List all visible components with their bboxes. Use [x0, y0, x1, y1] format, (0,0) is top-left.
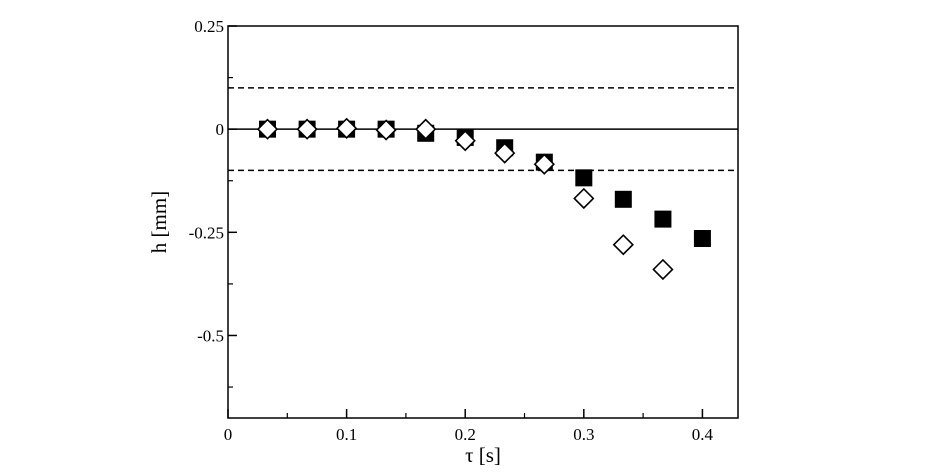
axis-ticks: 0 0.1 0.2 0.3 0.4 -0.5 -0.25 0 0.25: [189, 17, 714, 444]
series-2-point: [533, 153, 555, 175]
x-tick-label: 0.2: [455, 425, 476, 444]
y-tick-label: -0.25: [189, 223, 224, 242]
series-2-point: [652, 258, 674, 281]
series-1-point: [654, 210, 672, 228]
series-2-point: [375, 119, 397, 141]
series-2-point: [256, 118, 279, 140]
series-2-point: [494, 142, 516, 164]
x-tick-label: 0.4: [692, 425, 714, 444]
series-2-point: [573, 187, 595, 210]
series-2-point: [612, 234, 634, 256]
x-tick-label: 0.3: [573, 425, 594, 444]
series-1-point: [693, 230, 711, 248]
y-tick-label: -0.5: [197, 326, 224, 345]
x-axis-label: τ [s]: [465, 443, 501, 467]
x-tick-label: 0.1: [336, 425, 357, 444]
series-2-point: [335, 117, 358, 139]
series-1-point: [575, 169, 593, 187]
plot-frame: [227, 25, 739, 419]
x-tick-label: 0: [224, 425, 233, 444]
data-marks: [256, 117, 711, 281]
y-axis-label: h [mm]: [147, 191, 171, 253]
y-tick-label: 0: [216, 120, 225, 139]
y-tick-label: 0.25: [194, 17, 224, 36]
series-1-point: [614, 190, 632, 208]
series-2-point: [296, 118, 318, 140]
series-2-point: [454, 130, 476, 152]
series-2-point: [415, 118, 437, 140]
